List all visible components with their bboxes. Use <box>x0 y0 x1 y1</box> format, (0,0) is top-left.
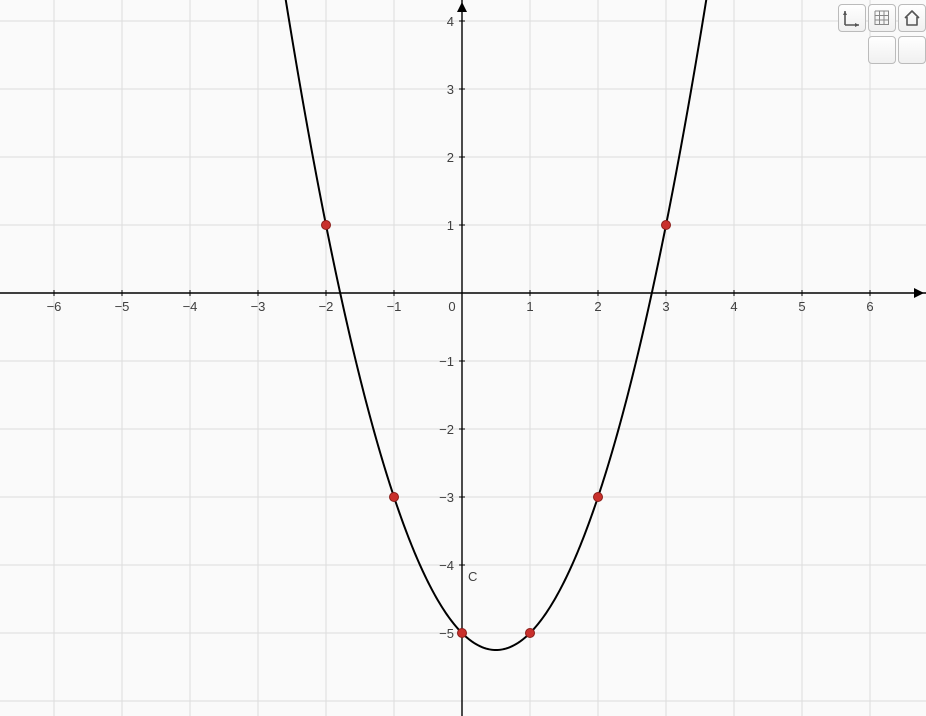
view-toolbar <box>838 4 926 32</box>
blank-2-button[interactable] <box>898 36 926 64</box>
svg-text:4: 4 <box>730 299 737 314</box>
svg-text:6: 6 <box>866 299 873 314</box>
svg-text:3: 3 <box>447 82 454 97</box>
svg-text:2: 2 <box>447 150 454 165</box>
grid-icon <box>872 8 892 28</box>
annotation-label: C <box>468 569 477 584</box>
svg-text:−1: −1 <box>439 354 454 369</box>
data-point[interactable] <box>526 629 535 638</box>
svg-text:0: 0 <box>448 299 455 314</box>
data-point[interactable] <box>662 221 671 230</box>
home-view-button[interactable] <box>898 4 926 32</box>
svg-text:−2: −2 <box>319 299 334 314</box>
svg-text:−6: −6 <box>47 299 62 314</box>
svg-text:−1: −1 <box>387 299 402 314</box>
data-point[interactable] <box>322 221 331 230</box>
svg-text:−4: −4 <box>439 558 454 573</box>
svg-text:−2: −2 <box>439 422 454 437</box>
view-toolbar-row2 <box>868 36 926 64</box>
svg-text:5: 5 <box>798 299 805 314</box>
svg-text:−5: −5 <box>439 626 454 641</box>
coordinate-plot: −6 −5 −4 −3 −2 −1 0 1 2 3 4 5 6 −5 −4 −3 −2 −1 1 2 3 4 C <box>0 0 926 716</box>
data-point[interactable] <box>594 493 603 502</box>
svg-text:−3: −3 <box>439 490 454 505</box>
svg-text:1: 1 <box>526 299 533 314</box>
grid-toggle-button[interactable] <box>868 4 896 32</box>
svg-text:2: 2 <box>594 299 601 314</box>
axes-icon <box>842 8 862 28</box>
plot-background <box>0 0 926 716</box>
axes-toggle-button[interactable] <box>838 4 866 32</box>
svg-text:−4: −4 <box>183 299 198 314</box>
blank-1-button[interactable] <box>868 36 896 64</box>
svg-text:−5: −5 <box>115 299 130 314</box>
svg-text:3: 3 <box>662 299 669 314</box>
svg-text:1: 1 <box>447 218 454 233</box>
svg-text:−3: −3 <box>251 299 266 314</box>
data-point[interactable] <box>458 629 467 638</box>
data-point[interactable] <box>390 493 399 502</box>
home-icon <box>902 8 922 28</box>
svg-text:4: 4 <box>447 14 454 29</box>
